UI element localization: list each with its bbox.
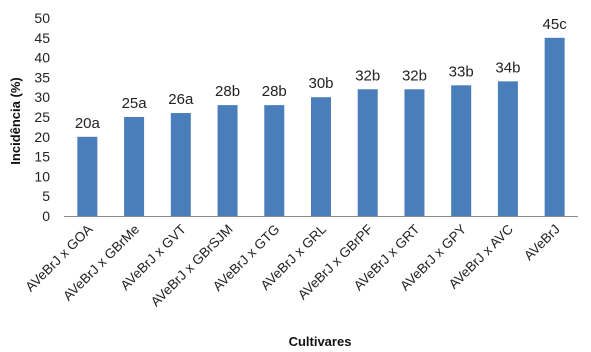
data-label: 33b (449, 63, 474, 80)
bar (170, 113, 191, 216)
bar (77, 136, 98, 216)
y-tick-label: 40 (34, 50, 50, 66)
bar (451, 85, 472, 216)
bar (311, 97, 331, 216)
bar (357, 89, 378, 216)
y-tick-label: 0 (42, 208, 50, 224)
data-label: 25a (122, 95, 148, 112)
bar (544, 37, 565, 216)
data-labels: 20a 25a 26a 28b 28b 30b 32b 32b 33b 34b 45c (75, 16, 567, 132)
bar (217, 105, 238, 216)
y-axis-title: Incidência (%) (8, 77, 23, 164)
x-axis-title: Cultivares (289, 334, 352, 349)
y-tick-label: 5 (42, 188, 50, 204)
y-tick-label: 35 (34, 69, 50, 85)
y-tick-label: 30 (34, 89, 50, 105)
data-label: 45c (543, 16, 568, 33)
data-label: 30b (308, 75, 333, 92)
x-tick-label: AVeBrJ (521, 222, 563, 264)
y-tick-label: 15 (34, 149, 50, 165)
x-tick-label: AVeBrJ x GBrSJM (148, 222, 236, 310)
data-label: 32b (402, 67, 427, 84)
y-tick-label: 50 (34, 10, 50, 26)
bar (404, 89, 425, 216)
data-label: 32b (355, 67, 380, 84)
data-label: 26a (168, 91, 194, 108)
y-tick-label: 10 (34, 168, 50, 184)
bar (497, 81, 518, 216)
bar (124, 117, 145, 216)
data-label: 34b (495, 59, 520, 76)
data-label: 28b (215, 83, 240, 100)
data-label: 20a (75, 115, 101, 132)
y-tick-label: 25 (34, 109, 50, 125)
y-tick-label: 45 (34, 30, 50, 46)
y-axis-ticks: 0 5 10 15 20 25 30 35 40 45 50 (34, 10, 50, 224)
bar (264, 105, 285, 216)
data-label: 28b (262, 83, 287, 100)
y-tick-label: 20 (34, 129, 50, 145)
bars (77, 37, 565, 216)
